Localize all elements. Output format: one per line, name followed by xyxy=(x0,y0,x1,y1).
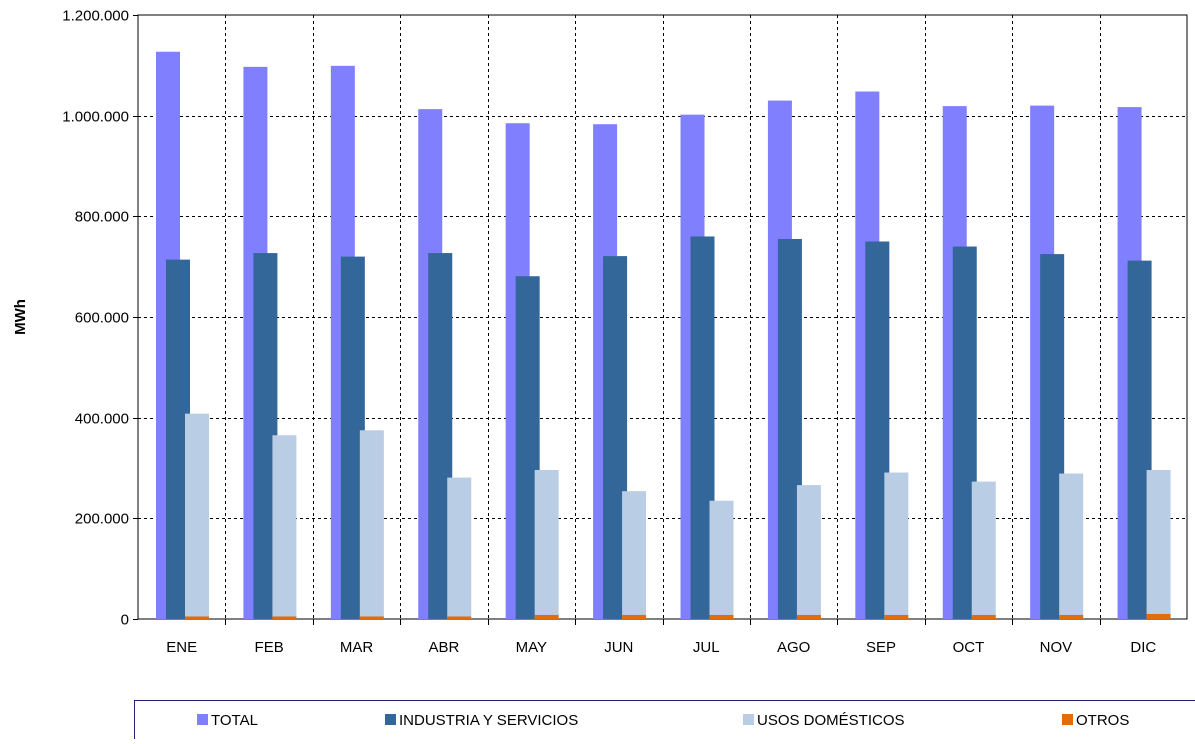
bar-otros-jun xyxy=(622,615,646,619)
bar-usos-domesticos-oct xyxy=(972,482,996,619)
y-tick-label: 800.000 xyxy=(75,209,129,226)
x-tick-label: SEP xyxy=(866,639,896,656)
bar-usos-domesticos-mar xyxy=(360,430,384,619)
x-tick-label: MAY xyxy=(516,639,547,656)
legend-label-otros: OTROS xyxy=(1076,712,1129,729)
bar-usos-domesticos-abr xyxy=(447,478,471,619)
bar-otros-mar xyxy=(360,616,384,619)
y-tick-label: 400.000 xyxy=(75,411,129,428)
legend-label-industria-y-servicios: INDUSTRIA Y SERVICIOS xyxy=(399,712,578,729)
x-tick-label: AGO xyxy=(777,639,810,656)
bar-usos-domesticos-ago xyxy=(797,485,821,619)
bar-otros-ene xyxy=(185,616,209,619)
bar-usos-domesticos-jul xyxy=(710,501,734,619)
y-tick-label: 600.000 xyxy=(75,310,129,327)
x-tick-label: FEB xyxy=(255,639,284,656)
bar-otros-dic xyxy=(1147,614,1171,619)
bar-otros-may xyxy=(535,615,559,619)
legend-swatch-total xyxy=(197,714,208,725)
legend-label-total: TOTAL xyxy=(211,712,258,729)
bar-usos-domesticos-dic xyxy=(1147,470,1171,619)
y-axis-label: MWh xyxy=(12,299,29,335)
legend-label-usos-domesticos: USOS DOMÉSTICOS xyxy=(757,712,905,729)
x-tick-label: JUL xyxy=(693,639,720,656)
bar-usos-domesticos-feb xyxy=(272,435,296,619)
bar-usos-domesticos-sep xyxy=(884,473,908,619)
x-tick-label: JUN xyxy=(604,639,633,656)
x-tick-label: DIC xyxy=(1130,639,1156,656)
x-tick-label: NOV xyxy=(1040,639,1073,656)
x-tick-label: MAR xyxy=(340,639,374,656)
y-tick-label: 0 xyxy=(121,612,129,629)
x-tick-label: OCT xyxy=(953,639,985,656)
legend-swatch-otros xyxy=(1062,714,1073,725)
legend-box xyxy=(135,701,1195,740)
bar-otros-feb xyxy=(272,616,296,619)
y-tick-label: 1.200.000 xyxy=(62,8,129,25)
x-tick-label: ENE xyxy=(166,639,197,656)
x-tick-label: ABR xyxy=(429,639,460,656)
bar-otros-oct xyxy=(972,615,996,619)
y-tick-label: 1.000.000 xyxy=(62,109,129,126)
bar-otros-sep xyxy=(884,615,908,619)
bar-otros-abr xyxy=(447,616,471,619)
bar-usos-domesticos-ene xyxy=(185,414,209,619)
legend-swatch-usos-domesticos xyxy=(743,714,754,725)
bar-otros-jul xyxy=(710,615,734,619)
bar-otros-nov xyxy=(1059,615,1083,619)
bar-otros-ago xyxy=(797,615,821,619)
bar-usos-domesticos-nov xyxy=(1059,474,1083,619)
bar-usos-domesticos-may xyxy=(535,470,559,619)
legend-swatch-industria-y-servicios xyxy=(385,714,396,725)
bar-usos-domesticos-jun xyxy=(622,491,646,619)
y-tick-label: 200.000 xyxy=(75,511,129,528)
